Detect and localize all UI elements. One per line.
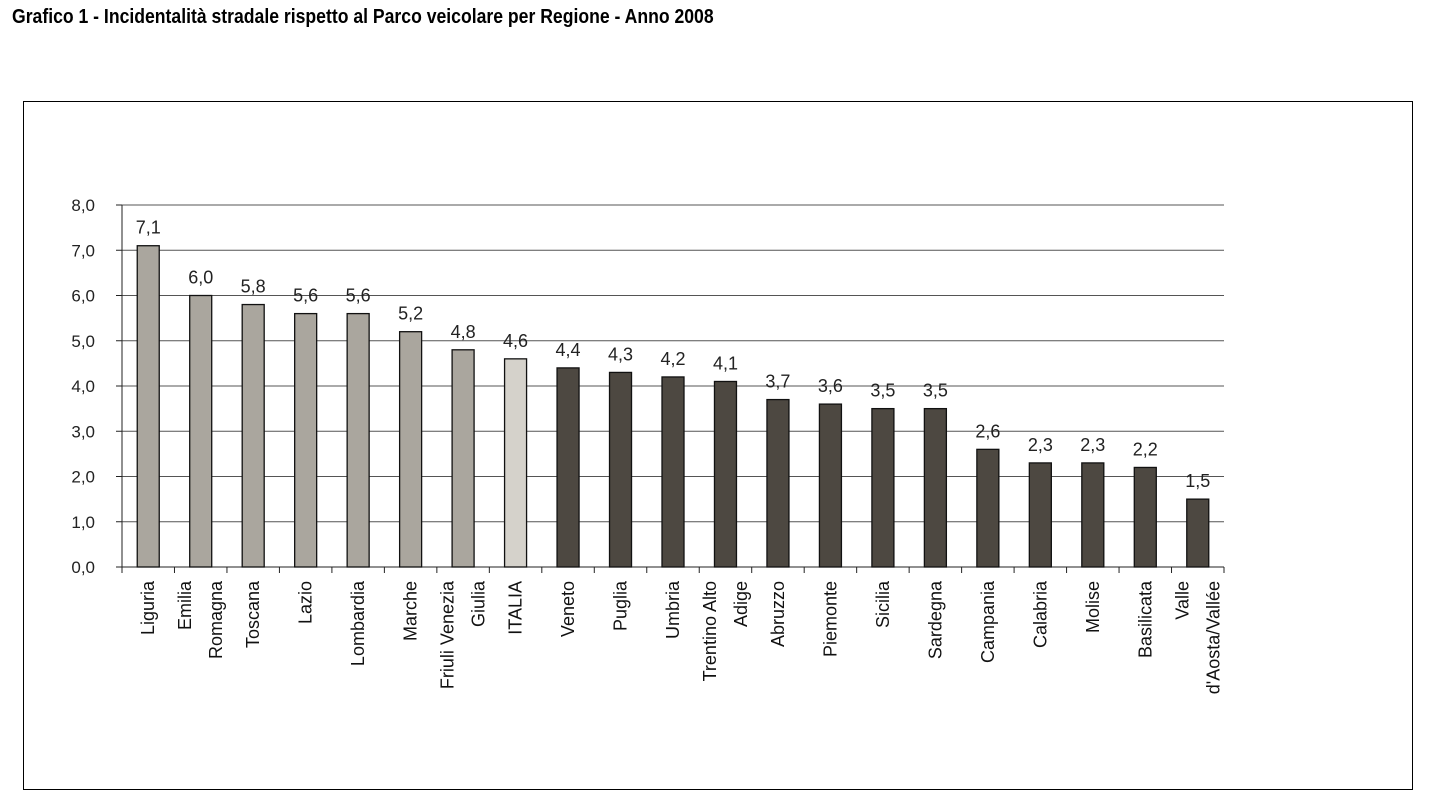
category-label: Puglia — [611, 580, 631, 631]
y-tick-label: 4,0 — [71, 377, 95, 396]
data-label: 2,3 — [1028, 435, 1053, 455]
bar — [451, 349, 475, 568]
bar — [608, 371, 633, 568]
category-label: Piemonte — [820, 581, 840, 657]
category-label: Abruzzo — [768, 581, 788, 647]
bar — [294, 312, 318, 568]
bar — [1081, 462, 1105, 568]
category-label: Lombardia — [348, 580, 368, 666]
category-label: Lazio — [296, 581, 316, 624]
bar — [818, 403, 843, 568]
y-tick-label: 8,0 — [71, 196, 95, 215]
data-label: 2,2 — [1133, 439, 1158, 459]
bar — [766, 398, 790, 568]
y-tick-label: 7,0 — [71, 241, 95, 260]
data-label: 3,5 — [923, 381, 948, 401]
data-label: 5,8 — [241, 277, 266, 297]
data-label: 7,1 — [136, 218, 161, 238]
y-tick-label: 0,0 — [71, 558, 95, 577]
data-label: 6,0 — [188, 268, 213, 288]
bar — [189, 294, 213, 568]
category-label: Giulia — [469, 580, 489, 627]
data-label: 4,8 — [451, 322, 476, 342]
category-label: Adige — [731, 581, 751, 627]
data-label: 4,6 — [503, 331, 528, 351]
data-label: 4,2 — [660, 349, 685, 369]
category-label: Valle — [1172, 581, 1192, 620]
data-label: 3,7 — [765, 372, 790, 392]
bar — [1028, 462, 1052, 568]
bar — [346, 312, 370, 568]
bar — [503, 358, 528, 568]
bar — [398, 331, 423, 568]
category-label: Veneto — [558, 581, 578, 637]
bar — [923, 407, 948, 568]
y-tick-label: 5,0 — [71, 332, 95, 351]
bar — [241, 303, 265, 568]
bar — [713, 380, 738, 568]
bar — [1133, 466, 1157, 568]
category-label: Marche — [401, 581, 421, 641]
data-label: 4,3 — [608, 344, 633, 364]
bar — [136, 245, 160, 568]
chart-frame — [23, 101, 1413, 790]
y-tick-label: 3,0 — [71, 422, 95, 441]
data-label: 1,5 — [1185, 471, 1210, 491]
chart-title: Grafico 1 - Incidentalità stradale rispe… — [12, 6, 714, 28]
category-label: ITALIA — [506, 581, 526, 635]
category-label: Friuli Venezia — [438, 580, 458, 689]
data-label: 3,5 — [870, 381, 895, 401]
bar — [556, 367, 580, 568]
category-label: Liguria — [138, 580, 158, 635]
category-label: Trentino Alto — [700, 581, 720, 681]
category-label: Campania — [978, 580, 998, 663]
data-label: 5,6 — [346, 286, 371, 306]
data-label: 2,3 — [1080, 435, 1105, 455]
category-label: Molise — [1083, 581, 1103, 633]
bar — [661, 376, 685, 568]
data-label: 4,1 — [713, 353, 738, 373]
category-label: Sardegna — [925, 580, 945, 659]
y-tick-label: 2,0 — [71, 468, 95, 487]
category-label: Calabria — [1030, 580, 1050, 648]
data-label: 2,6 — [975, 421, 1000, 441]
category-label: Emilia — [175, 580, 195, 630]
data-label: 3,6 — [818, 376, 843, 396]
bar — [871, 407, 895, 568]
category-label: Romagna — [206, 580, 226, 659]
bar — [976, 448, 1000, 568]
y-tick-label: 6,0 — [71, 287, 95, 306]
category-label: Sicilia — [873, 580, 893, 628]
data-label: 5,6 — [293, 286, 318, 306]
bar — [1186, 498, 1210, 568]
y-tick-label: 1,0 — [71, 513, 95, 532]
category-label: d'Aosta/Vallée — [1203, 581, 1223, 694]
category-label: Basilicata — [1135, 580, 1155, 658]
data-label: 5,2 — [398, 304, 423, 324]
category-label: Toscana — [243, 580, 263, 648]
data-label: 4,4 — [556, 340, 581, 360]
category-label: Umbria — [663, 580, 683, 639]
